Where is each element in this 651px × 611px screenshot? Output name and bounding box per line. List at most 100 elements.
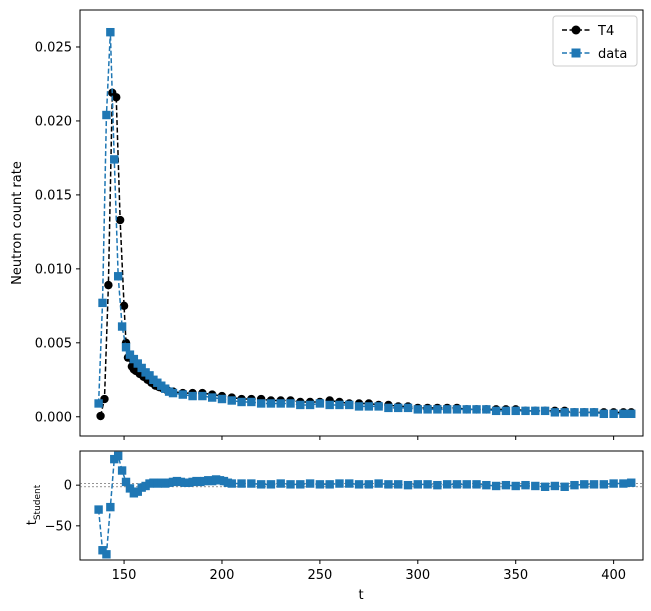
point-data bbox=[296, 400, 305, 410]
bottom-ylabel: tStudent bbox=[25, 484, 43, 525]
point-data bbox=[129, 354, 139, 364]
residual-point bbox=[237, 479, 246, 488]
top-ylabel: Neutron count rate bbox=[10, 161, 25, 285]
residual-point bbox=[305, 479, 315, 488]
point-data bbox=[580, 408, 589, 417]
residual-point bbox=[296, 480, 305, 489]
residual-point bbox=[531, 481, 540, 491]
residual-point bbox=[560, 482, 569, 491]
residual-point bbox=[482, 480, 491, 490]
point-data bbox=[627, 409, 636, 419]
top-ytick-label: 0.015 bbox=[35, 188, 72, 203]
bottom-xtick-label: 200 bbox=[210, 568, 235, 583]
residual-point bbox=[364, 480, 374, 489]
residual-point bbox=[540, 482, 550, 491]
point-data bbox=[168, 388, 178, 398]
residual-point bbox=[345, 479, 354, 488]
legend-data-marker bbox=[571, 48, 581, 58]
legend-t4-marker bbox=[571, 25, 581, 35]
residual-point bbox=[627, 478, 636, 487]
residual-point bbox=[570, 480, 579, 490]
point-data bbox=[133, 359, 142, 368]
bottom-series bbox=[94, 451, 636, 559]
residual-point bbox=[433, 480, 442, 490]
top-series bbox=[94, 27, 636, 421]
point-data bbox=[403, 403, 413, 413]
top-y-ticks: 0.000 0.005 0.010 0.015 0.020 0.025 bbox=[35, 40, 80, 425]
residual-point bbox=[117, 466, 127, 475]
point-data bbox=[121, 343, 131, 352]
bottom-xtick-label: 250 bbox=[307, 568, 332, 583]
point-data bbox=[113, 272, 123, 281]
point-data bbox=[423, 405, 432, 414]
bottom-x-ticks: 150 200 250 300 350 400 bbox=[112, 560, 626, 583]
point-data bbox=[198, 391, 207, 401]
residual-point bbox=[113, 451, 123, 461]
point-data bbox=[117, 322, 127, 331]
top-ytick-label: 0.005 bbox=[35, 336, 72, 351]
point-data bbox=[531, 406, 540, 416]
residual-point bbox=[609, 479, 618, 488]
point-data bbox=[374, 402, 383, 411]
residual-point bbox=[247, 479, 256, 488]
point-data bbox=[413, 405, 422, 414]
legend-t4-label: T4 bbox=[597, 24, 614, 39]
residual-point bbox=[413, 480, 422, 489]
point-data bbox=[570, 408, 579, 417]
residual-point bbox=[102, 550, 111, 559]
point-data bbox=[125, 350, 135, 359]
point-data bbox=[247, 397, 256, 407]
residual-point bbox=[315, 480, 325, 489]
residual-point bbox=[521, 480, 530, 490]
bottom-ytick-label: −50 bbox=[45, 519, 72, 534]
bottom-ylabel-sub: Student bbox=[33, 484, 43, 520]
point-data bbox=[521, 406, 530, 416]
point-data bbox=[560, 408, 569, 417]
point-data bbox=[394, 403, 403, 413]
point-data bbox=[227, 396, 236, 405]
residual-point bbox=[491, 481, 501, 491]
point-data bbox=[384, 403, 393, 413]
point-data bbox=[433, 405, 442, 414]
residual-point bbox=[286, 480, 295, 489]
residual-point bbox=[354, 480, 364, 489]
point-data bbox=[207, 393, 217, 402]
legend: T4 data bbox=[552, 15, 638, 67]
residual-point bbox=[125, 484, 135, 493]
point-data bbox=[178, 390, 188, 399]
point-data bbox=[442, 405, 452, 414]
residual-point bbox=[94, 505, 103, 514]
top-axes-frame bbox=[79, 9, 644, 437]
point-data bbox=[110, 155, 119, 164]
residual-point bbox=[462, 480, 471, 489]
point-data bbox=[589, 408, 599, 417]
point-data bbox=[472, 405, 481, 414]
point-data bbox=[266, 399, 276, 408]
bottom-panel: −500 150 200 250 300 350 400 t tStudent bbox=[25, 450, 644, 603]
point-data bbox=[482, 405, 491, 414]
legend-data-label: data bbox=[598, 47, 627, 62]
residual-point bbox=[374, 479, 383, 488]
point-data bbox=[335, 400, 344, 410]
point-data bbox=[145, 371, 154, 380]
point-data bbox=[364, 402, 374, 411]
residual-point bbox=[511, 481, 520, 491]
residual-point bbox=[619, 479, 628, 488]
point-data bbox=[540, 406, 550, 416]
bottom-xtick-label: 150 bbox=[112, 568, 137, 583]
top-ytick-label: 0.025 bbox=[35, 40, 72, 55]
residual-point bbox=[452, 480, 462, 489]
point-data bbox=[315, 399, 325, 408]
residual-point bbox=[442, 480, 452, 489]
point-data bbox=[325, 400, 334, 410]
point-t4 bbox=[112, 93, 121, 102]
point-data bbox=[98, 298, 107, 308]
point-data bbox=[354, 402, 364, 411]
residual-point bbox=[423, 480, 432, 489]
bottom-ylabel-main: t bbox=[25, 520, 40, 525]
residual-point bbox=[403, 480, 413, 490]
point-data bbox=[286, 399, 295, 408]
point-data bbox=[305, 400, 315, 410]
residual-point bbox=[501, 480, 511, 490]
